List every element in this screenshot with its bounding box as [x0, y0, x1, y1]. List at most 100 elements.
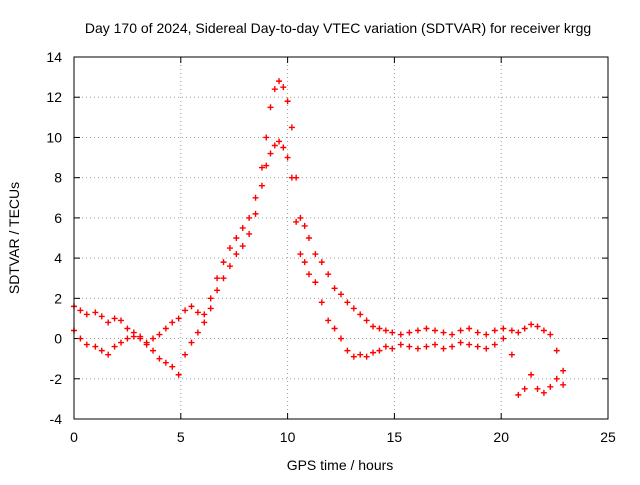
data-point — [77, 335, 84, 342]
data-point — [83, 341, 90, 348]
y-axis-tick-labels: -4 -2 0 2 4 6 8 10 12 14 — [46, 49, 62, 427]
data-point — [293, 218, 300, 225]
data-point — [515, 391, 522, 398]
data-point — [162, 359, 169, 366]
data-point — [226, 263, 233, 270]
data-point — [483, 331, 490, 338]
data-point — [188, 339, 195, 346]
data-point — [521, 385, 528, 392]
y-tick-label: 14 — [46, 49, 62, 65]
data-point — [357, 311, 364, 318]
data-point — [214, 287, 221, 294]
y-tick-label: 6 — [54, 210, 62, 226]
data-point — [252, 210, 259, 217]
data-point — [312, 279, 319, 286]
gridlines — [74, 57, 608, 419]
data-point — [318, 299, 325, 306]
data-point — [301, 222, 308, 229]
data-point — [540, 327, 547, 334]
data-point — [111, 343, 118, 350]
data-point — [363, 317, 370, 324]
data-point — [117, 339, 124, 346]
y-tick-label: -4 — [50, 411, 63, 427]
data-point — [414, 345, 421, 352]
data-point — [124, 335, 131, 342]
data-point — [547, 331, 554, 338]
data-point — [169, 363, 176, 370]
data-point — [331, 325, 338, 332]
y-tick-label: 12 — [46, 89, 62, 105]
data-point — [201, 319, 208, 326]
y-tick-label: -2 — [50, 371, 63, 387]
data-point — [344, 299, 351, 306]
data-point — [534, 323, 541, 330]
data-point — [105, 319, 112, 326]
data-point — [246, 214, 253, 221]
data-point — [280, 144, 287, 151]
data-point — [271, 86, 278, 93]
data-point — [98, 347, 105, 354]
data-point — [301, 259, 308, 266]
data-point — [194, 309, 201, 316]
data-point — [156, 355, 163, 362]
data-point — [305, 271, 312, 278]
data-point — [207, 305, 214, 312]
data-point — [182, 307, 189, 314]
data-point — [457, 327, 464, 334]
data-point — [267, 150, 274, 157]
y-tick-label: 8 — [54, 170, 62, 186]
data-point — [466, 341, 473, 348]
data-point — [508, 351, 515, 358]
data-point — [406, 343, 413, 350]
data-point — [201, 311, 208, 318]
data-point — [431, 341, 438, 348]
data-point — [406, 329, 413, 336]
y-tick-label: 10 — [46, 129, 62, 145]
data-point — [150, 347, 157, 354]
data-point — [376, 347, 383, 354]
data-point — [474, 329, 481, 336]
data-point — [331, 285, 338, 292]
data-point — [440, 345, 447, 352]
data-point — [267, 104, 274, 111]
data-point — [500, 325, 507, 332]
data-point — [105, 351, 112, 358]
data-point — [150, 335, 157, 342]
data-point — [376, 325, 383, 332]
data-point — [540, 389, 547, 396]
data-point — [508, 327, 515, 334]
data-point — [350, 353, 357, 360]
data-point — [357, 351, 364, 358]
data-point — [98, 313, 105, 320]
data-point — [252, 194, 259, 201]
x-axis-label: GPS time / hours — [287, 457, 394, 473]
data-point — [271, 142, 278, 149]
x-tick-label: 15 — [387, 429, 403, 445]
data-point — [547, 383, 554, 390]
data-point — [263, 134, 270, 141]
data-point — [207, 295, 214, 302]
data-point — [83, 311, 90, 318]
data-point — [220, 259, 227, 266]
y-axis-label: SDTVAR / TECUs — [6, 182, 22, 294]
data-point — [534, 385, 541, 392]
x-axis-tick-labels: 0 5 10 15 20 25 — [70, 429, 616, 445]
data-point — [491, 327, 498, 334]
x-tick-label: 10 — [280, 429, 296, 445]
data-point — [92, 343, 99, 350]
data-point — [338, 291, 344, 298]
data-point — [263, 162, 270, 169]
data-point — [440, 329, 447, 336]
data-point — [182, 351, 189, 358]
data-point — [276, 138, 283, 145]
data-point — [276, 78, 283, 85]
data-point — [92, 309, 99, 316]
data-point — [297, 251, 304, 258]
data-point — [553, 347, 560, 354]
data-point — [239, 224, 246, 231]
data-point — [483, 345, 490, 352]
data-point — [325, 271, 332, 278]
data-point — [214, 275, 221, 282]
data-point — [457, 339, 464, 346]
